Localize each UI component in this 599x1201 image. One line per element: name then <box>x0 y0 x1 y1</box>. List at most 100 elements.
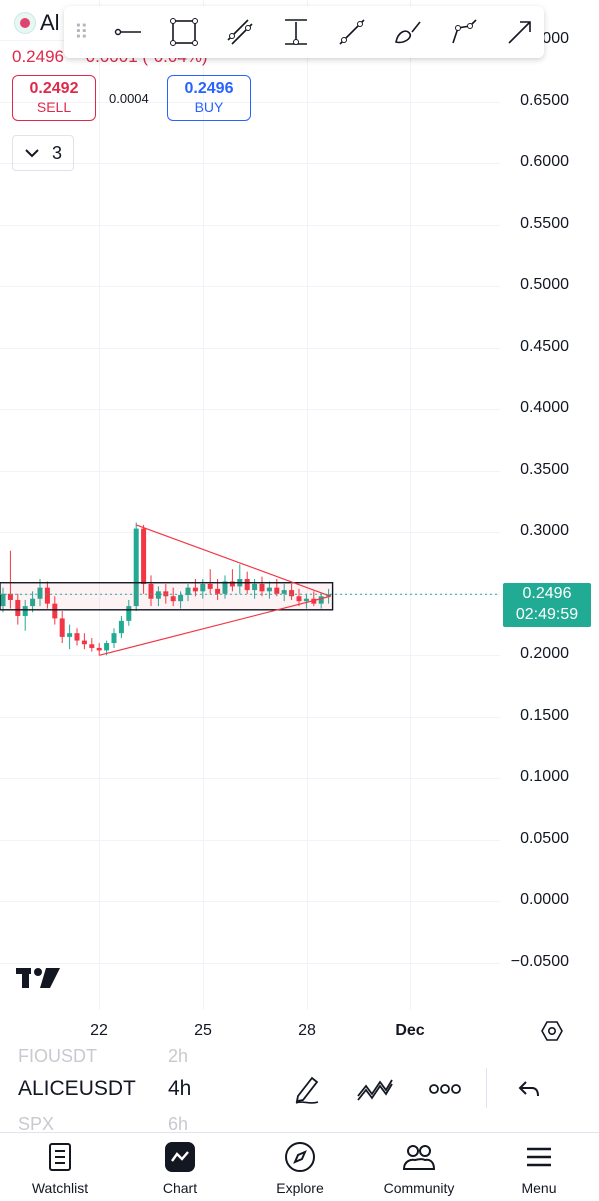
grid-line <box>0 840 500 841</box>
watchlist-icon <box>46 1141 74 1178</box>
candle-body <box>22 606 28 616</box>
candle-body <box>289 590 295 597</box>
grid-line <box>410 0 411 1010</box>
candle-body <box>311 598 317 604</box>
grid-line <box>99 0 100 1010</box>
current-symbol[interactable]: ALICEUSDT <box>18 1077 136 1100</box>
candle-body <box>185 587 191 596</box>
more-icon[interactable] <box>428 1082 462 1101</box>
candle-body <box>96 647 102 651</box>
community-icon <box>401 1141 437 1178</box>
price-chart[interactable] <box>0 0 500 1010</box>
brush-icon[interactable] <box>388 12 428 52</box>
price-label: 0.4500 <box>520 338 569 355</box>
candle-body <box>259 583 265 592</box>
nav-explore[interactable]: Explore <box>240 1133 360 1201</box>
parallel-channel-icon[interactable] <box>220 12 260 52</box>
grid-line <box>0 901 500 902</box>
candle-body <box>155 591 161 599</box>
current-price-value: 0.2496 <box>522 585 572 602</box>
grid-line <box>0 163 500 164</box>
settings-icon[interactable] <box>540 1019 564 1048</box>
nav-chart[interactable]: Chart <box>120 1133 240 1201</box>
next-symbol[interactable]: SPX <box>18 1114 55 1134</box>
price-label: 0.0000 <box>520 891 569 908</box>
candle-body <box>59 618 65 637</box>
candle-body <box>37 587 43 599</box>
price-label: 0.2000 <box>520 645 569 662</box>
candle-body <box>30 598 36 607</box>
drawn-rectangle[interactable] <box>0 582 334 611</box>
candle-body <box>148 583 154 599</box>
symbol-name[interactable]: Al <box>40 10 60 35</box>
sell-button[interactable]: 0.2492 SELL <box>12 75 96 121</box>
chevron-down-icon <box>24 143 40 164</box>
candle-body <box>178 595 184 602</box>
indicators-collapse-button[interactable]: 3 <box>12 135 74 171</box>
buy-label: BUY <box>194 99 224 115</box>
buy-button[interactable]: 0.2496 BUY <box>167 75 251 121</box>
candle-body <box>296 596 302 602</box>
candle-body <box>170 596 176 602</box>
nav-label: Explore <box>276 1180 324 1196</box>
candle-body <box>207 583 213 589</box>
candle-body <box>229 581 235 587</box>
triangle-upper-line[interactable] <box>135 524 331 597</box>
candle-body <box>215 588 221 594</box>
candle-body <box>0 593 6 607</box>
current-timeframe[interactable]: 4h <box>168 1077 192 1100</box>
price-label: 0.1500 <box>520 707 569 724</box>
ray-icon[interactable] <box>332 12 372 52</box>
vertical-measure-icon[interactable] <box>276 12 316 52</box>
candle-body <box>7 593 13 600</box>
divider <box>486 1068 487 1108</box>
grid-line <box>0 532 500 533</box>
next-timeframe[interactable]: 6h <box>168 1114 189 1134</box>
price-label: 0.3000 <box>520 522 569 539</box>
indicator-count: 3 <box>51 142 62 163</box>
path-icon[interactable] <box>444 12 484 52</box>
nav-label: Community <box>383 1180 455 1196</box>
compass-icon <box>284 1141 316 1178</box>
trend-line-icon[interactable] <box>108 12 148 52</box>
grid-line <box>0 717 500 718</box>
candle-body <box>15 599 21 616</box>
grid-line <box>307 0 308 1010</box>
price-label: 0.1000 <box>520 768 569 785</box>
triangle-lower-line[interactable] <box>99 595 331 656</box>
prev-timeframe[interactable]: 2h <box>168 1046 189 1066</box>
nav-label: Chart <box>162 1180 198 1196</box>
undo-icon[interactable] <box>516 1078 542 1105</box>
candle-body <box>133 528 139 607</box>
time-label: 25 <box>194 1022 212 1039</box>
symbol-picker-row: FIOUSDT 2h SPX 6h <box>0 1046 599 1134</box>
price-label: 0.4000 <box>520 399 569 416</box>
candle-body <box>89 644 95 648</box>
candle-body <box>266 587 272 592</box>
nav-community[interactable]: Community <box>359 1133 479 1201</box>
price-label: −0.0500 <box>510 953 569 970</box>
grid-line <box>0 286 500 287</box>
pencil-icon[interactable] <box>290 1072 324 1111</box>
nav-menu[interactable]: Menu <box>479 1133 599 1201</box>
arrow-icon[interactable] <box>500 12 540 52</box>
indicators-icon[interactable] <box>356 1074 394 1109</box>
prev-symbol[interactable]: FIOUSDT <box>18 1046 97 1066</box>
candle-body <box>44 587 50 604</box>
time-label: 28 <box>298 1022 316 1039</box>
bottom-navbar: Watchlist Chart Explore Community Menu <box>0 1132 599 1201</box>
candle-body <box>200 583 206 592</box>
grid-line <box>0 778 500 779</box>
grid-line <box>0 348 500 349</box>
candle-body <box>67 633 73 637</box>
last-price: 0.2496 <box>12 47 64 66</box>
drag-handle-icon[interactable]: ⠿ <box>74 22 89 44</box>
nav-label: Menu <box>521 1180 557 1196</box>
nav-watchlist[interactable]: Watchlist <box>0 1133 120 1201</box>
candle-body <box>192 587 198 592</box>
candle-body <box>126 606 132 621</box>
sell-price: 0.2492 <box>29 80 79 97</box>
rectangle-icon[interactable] <box>164 12 204 52</box>
time-label: 22 <box>90 1022 108 1039</box>
candle-body <box>74 633 80 641</box>
